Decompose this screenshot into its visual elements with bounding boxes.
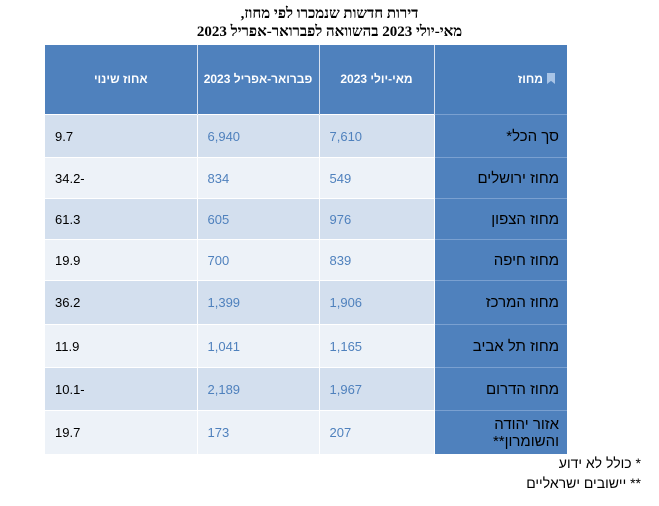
- table-row: אזור יהודה והשומרון** 207 173 19.7: [45, 410, 567, 454]
- cell-feb-apr: 6,940: [197, 114, 320, 158]
- cell-may-jul: 839: [319, 239, 435, 281]
- cell-may-jul: 207: [319, 410, 435, 454]
- cell-may-jul: 1,967: [319, 367, 435, 411]
- chart-title: דירות חדשות שנמכרו לפי מחוז,: [240, 6, 419, 22]
- cell-feb-apr: 173: [197, 410, 320, 454]
- cell-change: 11.9: [45, 324, 198, 368]
- table-row: מחוז תל אביב 1,165 1,041 11.9: [45, 324, 567, 368]
- cell-change: 10.1-: [45, 367, 198, 411]
- table-row: מחוז הצפון 976 605 61.3: [45, 198, 567, 240]
- cell-district: אזור יהודה והשומרון**: [434, 410, 567, 454]
- sales-table: מחוז מאי-יולי 2023 פברואר-אפריל 2023 אחו…: [45, 45, 567, 454]
- cell-district: מחוז חיפה: [434, 239, 567, 281]
- cell-feb-apr: 605: [197, 198, 320, 240]
- table-body: סך הכל* 7,610 6,940 9.7 מחוז ירושלים 549 834 34…: [45, 114, 567, 454]
- cell-feb-apr: 2,189: [197, 367, 320, 411]
- cell-may-jul: 549: [319, 157, 435, 199]
- table-row: מחוז חיפה 839 700 19.9: [45, 239, 567, 281]
- chart-subtitle: מאי-יולי 2023 בהשוואה לפברואר-אפריל 2023: [196, 24, 463, 40]
- cell-feb-apr: 1,399: [197, 280, 320, 325]
- cell-district: סך הכל*: [434, 114, 567, 158]
- cell-may-jul: 7,610: [319, 114, 435, 158]
- cell-change: 19.7: [45, 410, 198, 454]
- header-change: אחוז שינוי: [45, 45, 198, 115]
- cell-may-jul: 976: [319, 198, 435, 240]
- cell-district: מחוז הצפון: [434, 198, 567, 240]
- cell-change: 34.2-: [45, 157, 198, 199]
- table-row: מחוז המרכז 1,906 1,399 36.2: [45, 280, 567, 325]
- cell-change: 9.7: [45, 114, 198, 158]
- cell-may-jul: 1,906: [319, 280, 435, 325]
- footnote-2: ** יישובים ישראליים: [526, 475, 641, 491]
- table-row: סך הכל* 7,610 6,940 9.7: [45, 114, 567, 158]
- table-row: מחוז הדרום 1,967 2,189 10.1-: [45, 367, 567, 411]
- cell-district: מחוז תל אביב: [434, 324, 567, 368]
- table-row: מחוז ירושלים 549 834 34.2-: [45, 157, 567, 199]
- header-may-jul: מאי-יולי 2023: [319, 45, 435, 115]
- cell-feb-apr: 1,041: [197, 324, 320, 368]
- footnote-1: * כולל לא ידוע: [558, 455, 641, 471]
- cell-district: מחוז המרכז: [434, 280, 567, 325]
- header-feb-apr: פברואר-אפריל 2023: [197, 45, 320, 115]
- table-header-row: מחוז מאי-יולי 2023 פברואר-אפריל 2023 אחו…: [45, 45, 567, 115]
- cell-change: 61.3: [45, 198, 198, 240]
- cell-feb-apr: 700: [197, 239, 320, 281]
- bookmark-icon: [547, 73, 555, 84]
- cell-district: מחוז ירושלים: [434, 157, 567, 199]
- cell-change: 19.9: [45, 239, 198, 281]
- header-district-label: מחוז: [517, 72, 543, 86]
- cell-district: מחוז הדרום: [434, 367, 567, 411]
- cell-feb-apr: 834: [197, 157, 320, 199]
- header-district: מחוז: [434, 45, 567, 115]
- cell-may-jul: 1,165: [319, 324, 435, 368]
- cell-change: 36.2: [45, 280, 198, 325]
